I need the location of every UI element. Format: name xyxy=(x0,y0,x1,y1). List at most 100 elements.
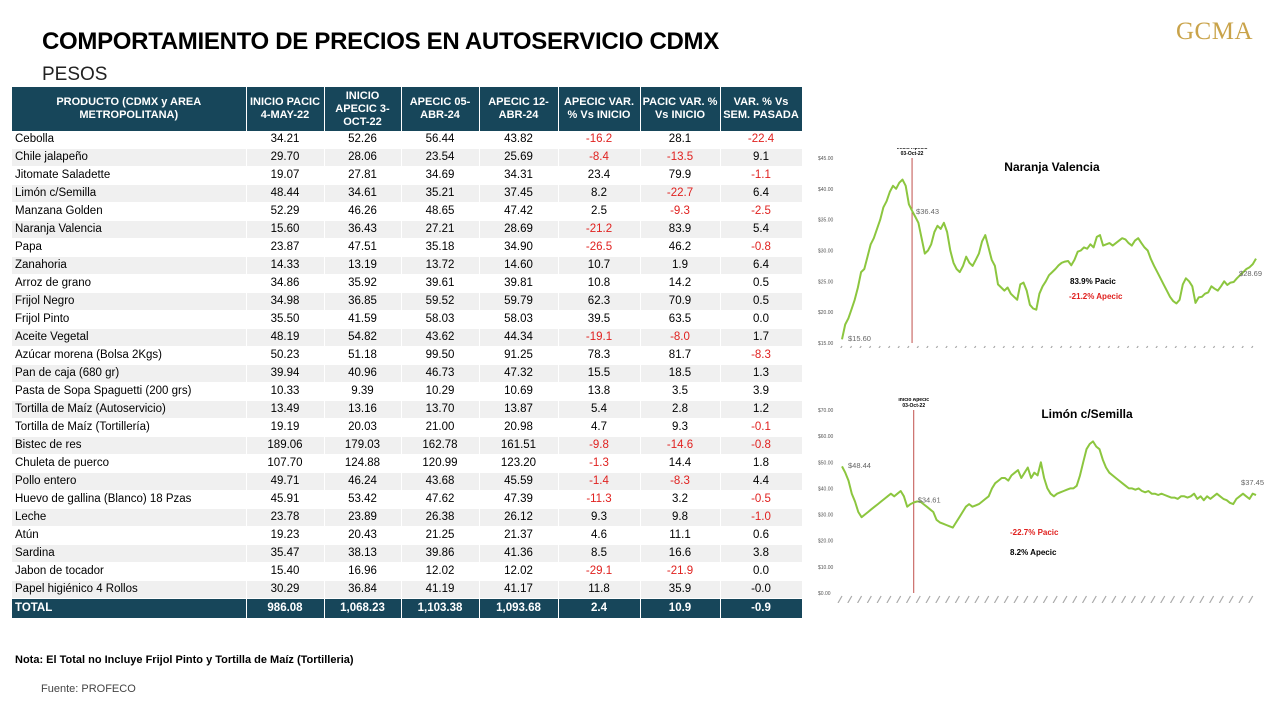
cell-value: 8.5 xyxy=(558,544,641,563)
cell-value: -19.1 xyxy=(558,328,641,347)
total-row: TOTAL 986.08 1,068.23 1,103.38 1,093.68 2.4 10… xyxy=(12,598,803,619)
cell-value: 47.42 xyxy=(479,202,559,221)
table-row: Jitomate Saladette 19.07 27.81 34.69 34.31 23… xyxy=(12,166,803,185)
cell-value: 44.34 xyxy=(479,328,559,347)
table-row: Aceite Vegetal 48.19 54.82 43.62 44.34 -19.1-… xyxy=(12,328,803,347)
cell-value: 21.37 xyxy=(479,526,559,545)
cell-value: 12.02 xyxy=(479,562,559,581)
prices-table: PRODUCTO (CDMX y AREA METROPOLITANA) INIC… xyxy=(12,87,803,619)
cell-value: -21.9 xyxy=(640,562,721,581)
company-logo: GCMA xyxy=(1176,18,1254,45)
marker-value-label: $34.61 xyxy=(918,496,941,505)
cell-value: 29.70 xyxy=(246,148,325,167)
cell-value: 23.54 xyxy=(401,148,480,167)
table-row: Naranja Valencia 15.60 36.43 27.21 28.69 -21.… xyxy=(12,220,803,239)
cell-value: 13.19 xyxy=(324,256,402,275)
cell-value: 39.86 xyxy=(401,544,480,563)
cell-value: 9.8 xyxy=(640,508,721,527)
table-row: Manzana Golden 52.29 46.26 48.65 47.42 2.5 -9.… xyxy=(12,202,803,221)
product-name: Chuleta de puerco xyxy=(12,454,247,473)
table-header-row: PRODUCTO (CDMX y AREA METROPOLITANA) INIC… xyxy=(12,87,803,131)
cell-value: 1.2 xyxy=(720,400,803,419)
table-row: Chile jalapeño 29.70 28.06 23.54 25.69 -8.4 -1… xyxy=(12,148,803,167)
series-line xyxy=(841,440,1257,529)
table-row: Papa 23.87 47.51 35.18 34.90 -26.5 46.2 -0.8 xyxy=(12,238,803,257)
cell-value: 47.62 xyxy=(401,490,480,509)
cell-value: 45.59 xyxy=(479,472,559,491)
cell-value: 46.2 xyxy=(640,238,721,257)
cell-value: 3.5 xyxy=(640,382,721,401)
cell-value: 62.3 xyxy=(558,292,641,311)
cell-value: -8.3 xyxy=(640,472,721,491)
cell-value: 2.8 xyxy=(640,400,721,419)
product-name: Pasta de Sopa Spaguetti (200 grs) xyxy=(12,382,247,401)
marker-date: 03-Oct-22 xyxy=(901,151,924,157)
cell-value: 0.6 xyxy=(720,526,803,545)
cell-value: 1.3 xyxy=(720,364,803,383)
product-name: Limón c/Semilla xyxy=(12,184,247,203)
cell-value: 34.86 xyxy=(246,274,325,293)
cell-value: 56.44 xyxy=(401,131,480,149)
column-header-2: INICIO APECIC 3-OCT-22 xyxy=(324,87,402,131)
product-name: Azúcar morena (Bolsa 2Kgs) xyxy=(12,346,247,365)
cell-value: 23.78 xyxy=(246,508,325,527)
cell-value: 25.69 xyxy=(479,148,559,167)
cell-value: -9.8 xyxy=(558,436,641,455)
table-row: Chuleta de puerco 107.70 124.88 120.99 123.2… xyxy=(12,454,803,473)
table-row: Jabon de tocador 15.40 16.96 12.02 12.02 -29.… xyxy=(12,562,803,581)
cell-value: 15.5 xyxy=(558,364,641,383)
cell-value: 189.06 xyxy=(246,436,325,455)
cell-value: 19.07 xyxy=(246,166,325,185)
column-header-6: PACIC VAR. % Vs INICIO xyxy=(640,87,721,131)
cell-value: 46.26 xyxy=(324,202,402,221)
cell-value: 28.1 xyxy=(640,131,721,149)
product-name: Arroz de grano xyxy=(12,274,247,293)
cell-value: -1.1 xyxy=(720,166,803,185)
cell-value: 20.43 xyxy=(324,526,402,545)
cell-value: -8.0 xyxy=(640,328,721,347)
cell-value: 11.1 xyxy=(640,526,721,545)
cell-value: -0.8 xyxy=(720,436,803,455)
y-tick-label: $15.00 xyxy=(818,341,834,347)
table-row: Pollo entero 49.71 46.24 43.68 45.59 -1.4 -8.3… xyxy=(12,472,803,491)
cell-value: 21.00 xyxy=(401,418,480,437)
cell-value: 15.40 xyxy=(246,562,325,581)
product-name: Cebolla xyxy=(12,131,247,149)
product-name: Naranja Valencia xyxy=(12,220,247,239)
table-row: Atún 19.23 20.43 21.25 21.37 4.6 11.1 0.6 xyxy=(12,526,803,545)
cell-value: 34.69 xyxy=(401,166,480,185)
table-row: Zanahoria 14.33 13.19 13.72 14.60 10.7 1.9 6.4 xyxy=(12,256,803,275)
cell-value: -1.3 xyxy=(558,454,641,473)
cell-value: 59.52 xyxy=(401,292,480,311)
cell-value: 10.29 xyxy=(401,382,480,401)
cell-value: 23.4 xyxy=(558,166,641,185)
cell-value: 39.81 xyxy=(479,274,559,293)
product-name: Huevo de gallina (Blanco) 18 Pzas xyxy=(12,490,247,509)
cell-value: 10.8 xyxy=(558,274,641,293)
table-row: Bistec de res 189.06 179.03 162.78 161.51 -9.… xyxy=(12,436,803,455)
cell-value: 34.61 xyxy=(324,184,402,203)
cell-value: -22.7 xyxy=(640,184,721,203)
cell-value: -9.3 xyxy=(640,202,721,221)
cell-value: 4.7 xyxy=(558,418,641,437)
cell-value: 28.06 xyxy=(324,148,402,167)
cell-value: 16.96 xyxy=(324,562,402,581)
cell-value: 79.9 xyxy=(640,166,721,185)
y-tick-label: $20.00 xyxy=(818,539,834,545)
cell-value: 20.03 xyxy=(324,418,402,437)
page-subtitle: PESOS xyxy=(42,64,108,85)
marker-label: Inicio Apecic xyxy=(898,398,929,403)
start-value-label: $48.44 xyxy=(848,461,871,470)
cell-value: 14.33 xyxy=(246,256,325,275)
y-tick-label: $30.00 xyxy=(818,249,834,255)
product-name: Pollo entero xyxy=(12,472,247,491)
cell-value: 52.29 xyxy=(246,202,325,221)
product-name: TOTAL xyxy=(12,598,247,619)
cell-value: 81.7 xyxy=(640,346,721,365)
cell-value: 46.24 xyxy=(324,472,402,491)
column-header-5: APECIC VAR. % Vs INICIO xyxy=(558,87,641,131)
cell-value: 78.3 xyxy=(558,346,641,365)
cell-value: 14.2 xyxy=(640,274,721,293)
table-row: Frijol Negro 34.98 36.85 59.52 59.79 62.3 70.9… xyxy=(12,292,803,311)
cell-value: 35.92 xyxy=(324,274,402,293)
